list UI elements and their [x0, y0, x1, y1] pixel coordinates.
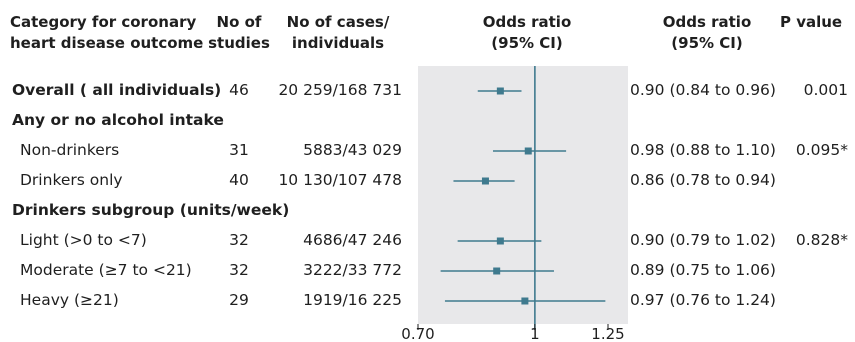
- header-cases: No of cases/ individuals: [278, 12, 398, 54]
- row-studies: 32: [229, 231, 249, 249]
- header-or-text: Odds ratio (95% CI): [642, 12, 772, 54]
- row-studies: 46: [229, 81, 249, 99]
- header-studies-line1: No of: [216, 13, 262, 31]
- row-ci-text: 0.90 (0.84 to 0.96): [630, 81, 776, 99]
- header-or-text-line2: (95% CI): [671, 34, 743, 52]
- row-ci-text: 0.97 (0.76 to 1.24): [630, 291, 776, 309]
- x-tick-label: 0.70: [401, 325, 434, 342]
- row-studies: 40: [229, 171, 249, 189]
- header-p: P value: [780, 12, 842, 33]
- row-ci-text: 0.98 (0.88 to 1.10): [630, 141, 776, 159]
- header-category: Category for coronary heart disease outc…: [10, 12, 203, 54]
- row-ci-text: 0.90 (0.79 to 1.02): [630, 231, 776, 249]
- row-cases: 5883/43 029: [303, 141, 402, 159]
- point-estimate: [496, 87, 504, 95]
- header-studies-line2: studies: [208, 34, 270, 52]
- header-studies: No of studies: [205, 12, 273, 54]
- row-p-value: 0.095*: [795, 141, 848, 159]
- row-studies: 29: [229, 291, 249, 309]
- header-or-plot-line1: Odds ratio: [482, 13, 572, 31]
- row-ci-text: 0.89 (0.75 to 1.06): [630, 261, 776, 279]
- row-cases: 4686/47 246: [303, 231, 402, 249]
- row-ci-text: 0.86 (0.78 to 0.94): [630, 171, 776, 189]
- header-category-line2: heart disease outcome: [10, 34, 204, 52]
- header-or-plot: Odds ratio (95% CI): [462, 12, 592, 54]
- header-cases-line2: individuals: [291, 34, 385, 52]
- header-category-line1: Category for coronary: [10, 13, 197, 31]
- header-or-text-line1: Odds ratio: [662, 13, 752, 31]
- section-heading: Any or no alcohol intake: [12, 111, 224, 129]
- row-p-value: 0.828*: [795, 231, 848, 249]
- row-studies: 31: [229, 141, 249, 159]
- row-cases: 3222/33 772: [303, 261, 402, 279]
- header-cases-line1: No of cases/: [286, 13, 390, 31]
- row-label: Light (>0 to <7): [20, 231, 147, 249]
- row-cases: 1919/16 225: [303, 291, 402, 309]
- point-estimate: [521, 297, 529, 305]
- section-heading: Drinkers subgroup (units/week): [12, 201, 290, 219]
- row-label: Heavy (≥21): [20, 291, 119, 309]
- row-label: Non-drinkers: [20, 141, 120, 159]
- x-tick-label: 1: [530, 325, 540, 342]
- row-label: Moderate (≥7 to <21): [20, 261, 192, 279]
- row-label: Drinkers only: [20, 171, 123, 189]
- row-studies: 32: [229, 261, 249, 279]
- x-tick-label: 1.25: [591, 325, 624, 342]
- row-p-value: 0.001: [803, 81, 848, 99]
- plot-panel-background: [418, 66, 628, 324]
- row-cases: 10 130/107 478: [278, 171, 402, 189]
- point-estimate: [496, 237, 504, 245]
- header-p-line1: P value: [780, 13, 843, 31]
- point-estimate: [481, 177, 489, 185]
- row-cases: 20 259/168 731: [278, 81, 402, 99]
- point-estimate: [493, 267, 501, 275]
- header-or-plot-line2: (95% CI): [491, 34, 563, 52]
- point-estimate: [524, 147, 532, 155]
- row-label: Overall ( all individuals): [12, 81, 222, 99]
